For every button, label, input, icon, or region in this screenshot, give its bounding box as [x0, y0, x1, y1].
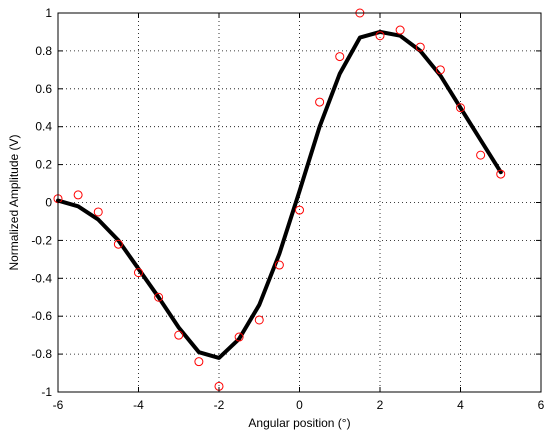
- data-point: [496, 169, 506, 179]
- y-axis-title: Normalized Amplitude (V): [7, 134, 21, 270]
- data-point: [476, 150, 486, 160]
- data-point: [274, 260, 284, 270]
- y-tick-label: 0.2: [35, 158, 52, 172]
- data-point: [154, 292, 164, 302]
- data-point: [315, 97, 325, 107]
- data-point: [335, 52, 345, 62]
- fit-line-layer: [56, 29, 503, 360]
- y-tick-label: 0: [45, 196, 52, 210]
- data-point: [415, 42, 425, 52]
- data-point: [113, 239, 123, 249]
- y-tick-label: -1: [41, 385, 52, 399]
- x-tick-label: 6: [538, 398, 545, 412]
- data-point: [174, 330, 184, 340]
- y-tick-label: -0.8: [31, 347, 52, 361]
- y-tick-label: 0.4: [35, 120, 52, 134]
- fit-line: [56, 29, 503, 360]
- data-point: [456, 103, 465, 113]
- x-tick-label: 2: [377, 398, 384, 412]
- data-point: [375, 31, 385, 41]
- x-tick-label: -6: [53, 398, 64, 412]
- data-point: [254, 315, 264, 325]
- y-tick-label: 0.6: [35, 82, 52, 96]
- data-point: [93, 207, 103, 217]
- x-tick-label: 4: [457, 398, 464, 412]
- data-point: [395, 25, 405, 35]
- data-point: [73, 190, 83, 200]
- y-tick-label: -0.4: [31, 271, 52, 285]
- x-tick-label: -4: [133, 398, 144, 412]
- y-tick-label: 1: [45, 6, 52, 20]
- data-point: [194, 357, 204, 367]
- tick-labels: -6 -4 -2 0 2 4 6 -1 -0.8 -0.6 -0.4 -0.2 0 0.2 0.4 0.6 0.…: [31, 6, 544, 412]
- y-tick-label: 0.8: [35, 44, 52, 58]
- data-point: [435, 65, 445, 75]
- x-tick-label: -2: [214, 398, 225, 412]
- y-tick-label: -0.2: [31, 233, 52, 247]
- data-point: [234, 332, 244, 342]
- data-points-layer: [53, 8, 506, 391]
- data-point: [295, 205, 304, 215]
- ticks: [57, 12, 542, 393]
- x-axis-title: Angular position (°): [248, 416, 350, 430]
- y-tick-label: -0.6: [31, 309, 52, 323]
- data-point: [134, 268, 143, 278]
- x-tick-label: 0: [296, 398, 303, 412]
